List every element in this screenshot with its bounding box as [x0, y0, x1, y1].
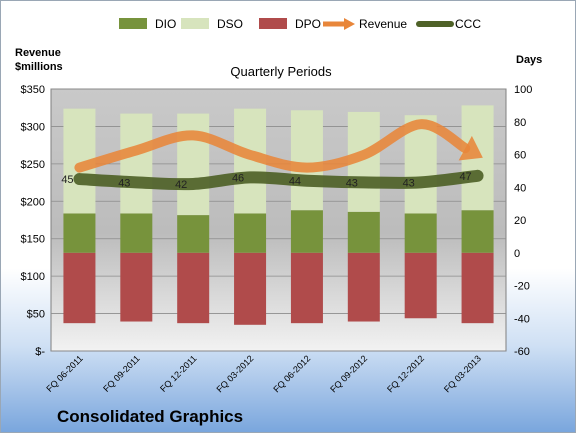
- category-label: FQ 06-2011: [44, 353, 85, 394]
- right-tick-label: 0: [514, 248, 520, 260]
- category-labels: FQ 06-2011 FQ 09-2011 FQ 12-2011 FQ 03-2012…: [44, 353, 483, 394]
- chart-legend: DIO DSO DPO Revenue CCC: [119, 17, 481, 31]
- company-name: Consolidated Graphics: [57, 407, 243, 426]
- left-tick-label: $250: [21, 159, 45, 171]
- legend-swatch-dpo: [259, 18, 287, 29]
- right-tick-label: 60: [514, 150, 526, 162]
- ccc-data-label: 47: [459, 171, 471, 183]
- category-label: FQ 09-2011: [101, 353, 142, 394]
- legend-label-dpo: DPO: [295, 17, 321, 31]
- right-tick-label: -40: [514, 313, 530, 325]
- bar-dso: [290, 110, 323, 211]
- category-label: FQ 12-2011: [158, 353, 199, 394]
- bar-dpo: [404, 252, 437, 319]
- category-label: FQ 03-2013: [442, 353, 483, 394]
- bar-dio: [120, 213, 153, 253]
- bar-dpo: [290, 252, 323, 324]
- left-tick-label: $350: [21, 84, 45, 96]
- legend-label-dso: DSO: [217, 17, 243, 31]
- bar-dso: [177, 113, 210, 216]
- left-tick-label: $50: [27, 309, 45, 321]
- left-tick-label: $150: [21, 234, 45, 246]
- bar-dpo: [347, 252, 380, 322]
- legend-swatch-dio: [119, 18, 147, 29]
- bar-dio: [234, 213, 267, 253]
- left-tick-label: $100: [21, 271, 45, 283]
- legend-arrowhead: [344, 18, 355, 30]
- bar-dio: [177, 215, 210, 253]
- right-tick-label: -20: [514, 281, 530, 293]
- bar-dpo: [63, 252, 96, 324]
- right-axis-title: Days: [516, 54, 542, 66]
- left-axis-title-line1: Revenue: [15, 47, 61, 59]
- left-tick-label: $-: [35, 346, 45, 358]
- category-label: FQ 09-2012: [328, 353, 369, 394]
- revenue-line: [74, 119, 471, 173]
- left-tick-label: $300: [21, 121, 45, 133]
- left-axis-ticks: $- $50 $100 $150 $200 $250 $300 $350: [21, 84, 46, 358]
- bar-dpo: [461, 252, 494, 324]
- right-tick-label: 40: [514, 182, 526, 194]
- chart-title: Quarterly Periods: [230, 64, 332, 79]
- bar-dio: [404, 213, 437, 253]
- bar-dio: [461, 210, 494, 253]
- bar-dio: [63, 213, 96, 253]
- right-axis-ticks: -60 -40 -20 0 20 40 60 80 100: [514, 84, 532, 358]
- right-tick-label: 20: [514, 215, 526, 227]
- bar-dio: [290, 210, 323, 253]
- bar-dso: [120, 113, 153, 214]
- category-label: FQ 03-2012: [214, 353, 255, 394]
- ccc-data-label: 46: [232, 172, 244, 184]
- left-tick-label: $200: [21, 196, 45, 208]
- legend-label-revenue: Revenue: [359, 17, 407, 31]
- right-tick-label: -60: [514, 346, 530, 358]
- ccc-data-label: 43: [118, 177, 130, 189]
- bar-dpo: [120, 252, 153, 322]
- category-label: FQ 12-2012: [385, 353, 426, 394]
- ccc-data-label: 42: [175, 179, 187, 191]
- legend-swatch-dso: [181, 18, 209, 29]
- ccc-line: [73, 169, 484, 191]
- left-axis-title-line2: $millions: [15, 61, 63, 73]
- bar-dpo: [234, 252, 267, 325]
- ccc-data-label: 43: [403, 177, 415, 189]
- ccc-data-label: 43: [346, 177, 358, 189]
- ccc-data-label: 44: [289, 176, 301, 188]
- ccc-data-label: 45: [61, 174, 73, 186]
- series-lines: [73, 119, 484, 191]
- category-label: FQ 06-2012: [271, 353, 312, 394]
- revenue-arrowhead: [458, 135, 483, 161]
- right-tick-label: 100: [514, 84, 532, 96]
- legend-label-ccc: CCC: [455, 17, 481, 31]
- legend-label-dio: DIO: [155, 17, 176, 31]
- ccc-data-labels: 45 43 42 46 44 43 43 47: [61, 171, 471, 191]
- bar-dpo: [177, 252, 210, 324]
- right-tick-label: 80: [514, 117, 526, 129]
- bar-dio: [347, 211, 380, 253]
